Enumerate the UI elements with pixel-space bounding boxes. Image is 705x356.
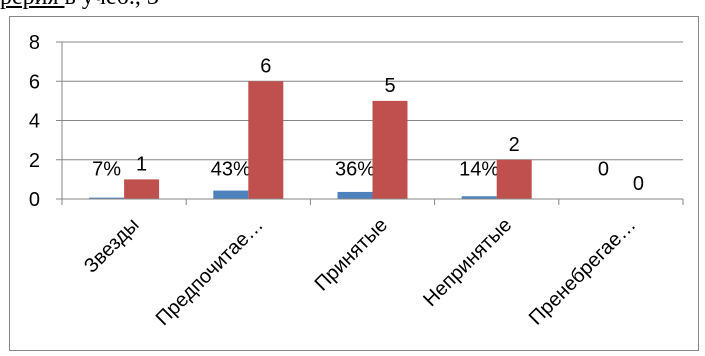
underlined-text: рерия bbox=[0, 0, 65, 10]
bar bbox=[337, 191, 373, 199]
data-label: 14% bbox=[459, 158, 499, 180]
bar bbox=[124, 179, 160, 199]
bar bbox=[461, 196, 497, 199]
data-label: 5 bbox=[384, 75, 395, 97]
y-tick-label: 8 bbox=[29, 32, 40, 54]
data-label: 0 bbox=[598, 158, 609, 180]
data-label: 43% bbox=[211, 158, 251, 180]
category-label: Предпочитае… bbox=[152, 214, 268, 330]
y-tick-label: 0 bbox=[29, 189, 40, 211]
bar bbox=[372, 100, 408, 199]
bar bbox=[213, 190, 249, 199]
y-tick-label: 6 bbox=[29, 71, 40, 93]
category-label: Пренебрегае… bbox=[525, 214, 641, 330]
data-label: 7% bbox=[92, 158, 121, 180]
chart-frame bbox=[9, 16, 699, 351]
category-label: Принятые bbox=[311, 214, 392, 295]
bar bbox=[89, 197, 125, 199]
data-label: 36% bbox=[335, 158, 375, 180]
text-continuation: в учеб., 3 bbox=[65, 0, 159, 10]
y-tick-label: 4 bbox=[29, 111, 40, 133]
data-label: 1 bbox=[136, 153, 147, 175]
data-label: 2 bbox=[509, 134, 520, 156]
category-label: Звезды bbox=[80, 214, 144, 278]
y-tick-label: 2 bbox=[29, 150, 40, 172]
bar bbox=[248, 81, 284, 199]
data-label: 0 bbox=[633, 173, 644, 195]
document-text-fragment: рерия в учеб., 3 bbox=[0, 0, 705, 14]
bar bbox=[496, 159, 532, 199]
data-label: 6 bbox=[260, 55, 271, 77]
category-label: Непринятые bbox=[419, 214, 516, 311]
